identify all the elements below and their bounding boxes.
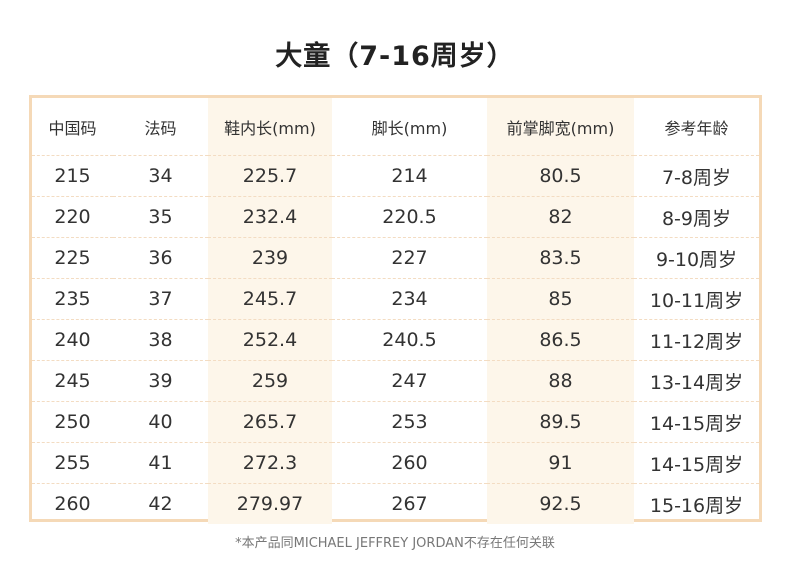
size-chart-table-frame: 中国码 法码 鞋内长(mm) 脚长(mm) 前掌脚宽(mm) 参考年龄 215 … [29,95,762,524]
cell-cn-size: 245 [32,360,113,402]
table-row: 235 37 245.7 234 85 10-11周岁 [32,278,759,320]
header-eu-size: 法码 [113,98,208,156]
cell-foot-length: 227 [332,237,487,279]
cell-forefoot-width: 92.5 [487,483,634,524]
cell-insole-length: 232.4 [208,196,332,238]
cell-forefoot-width: 89.5 [487,401,634,443]
header-cn-size: 中国码 [32,98,113,156]
size-chart-table: 中国码 法码 鞋内长(mm) 脚长(mm) 前掌脚宽(mm) 参考年龄 215 … [32,98,759,524]
cell-forefoot-width: 83.5 [487,237,634,279]
cell-insole-length: 245.7 [208,278,332,320]
cell-eu-size: 37 [113,278,208,320]
table-row: 250 40 265.7 253 89.5 14-15周岁 [32,401,759,443]
table-body: 215 34 225.7 214 80.5 7-8周岁 220 35 232.4… [32,155,759,524]
cell-eu-size: 35 [113,196,208,238]
cell-cn-size: 240 [32,319,113,361]
cell-forefoot-width: 80.5 [487,155,634,197]
cell-foot-length: 253 [332,401,487,443]
page-title: 大童（7-16周岁） [275,41,515,72]
table-row: 215 34 225.7 214 80.5 7-8周岁 [32,155,759,197]
cell-forefoot-width: 88 [487,360,634,402]
cell-insole-length: 265.7 [208,401,332,443]
header-foot-length: 脚长(mm) [332,98,487,156]
cell-foot-length: 240.5 [332,319,487,361]
table-row: 255 41 272.3 260 91 14-15周岁 [32,442,759,484]
disclaimer-footnote: *本产品同MICHAEL JEFFREY JORDAN不存在任何关联 [235,536,555,551]
table-header-row: 中国码 法码 鞋内长(mm) 脚长(mm) 前掌脚宽(mm) 参考年龄 [32,98,759,156]
cell-reference-age: 14-15周岁 [634,442,759,484]
cell-reference-age: 8-9周岁 [634,196,759,238]
cell-reference-age: 9-10周岁 [634,237,759,279]
cell-foot-length: 260 [332,442,487,484]
table-row: 225 36 239 227 83.5 9-10周岁 [32,237,759,279]
cell-eu-size: 42 [148,493,173,515]
cell-reference-age: 15-16周岁 [649,494,744,517]
cell-forefoot-width: 91 [487,442,634,484]
cell-reference-age: 14-15周岁 [634,401,759,443]
cell-insole-length: 272.3 [208,442,332,484]
cell-insole-length: 279.97 [208,483,332,524]
cell-foot-length: 247 [332,360,487,402]
cell-forefoot-width: 82 [487,196,634,238]
cell-cn-size: 220 [32,196,113,238]
cell-eu-size: 41 [113,442,208,484]
cell-cn-size: 235 [32,278,113,320]
table-row: 245 39 259 247 88 13-14周岁 [32,360,759,402]
cell-reference-age: 11-12周岁 [634,319,759,361]
cell-cn-size: 225 [32,237,113,279]
cell-forefoot-width: 85 [487,278,634,320]
cell-eu-size: 38 [113,319,208,361]
header-insole-length: 鞋内长(mm) [208,98,332,156]
cell-eu-size: 39 [113,360,208,402]
cell-insole-length: 225.7 [208,155,332,197]
cell-eu-size: 36 [113,237,208,279]
cell-foot-length: 267 [391,493,428,515]
table-row: 220 35 232.4 220.5 82 8-9周岁 [32,196,759,238]
header-forefoot-width: 前掌脚宽(mm) [487,98,634,156]
cell-eu-size: 40 [113,401,208,443]
cell-eu-size: 34 [113,155,208,197]
header-reference-age: 参考年龄 [634,98,759,156]
cell-foot-length: 214 [332,155,487,197]
cell-foot-length: 234 [332,278,487,320]
cell-reference-age: 13-14周岁 [634,360,759,402]
cell-insole-length: 239 [208,237,332,279]
cell-insole-length: 252.4 [208,319,332,361]
cell-cn-size: 260 [54,493,91,515]
cell-reference-age: 10-11周岁 [634,278,759,320]
table-row: 240 38 252.4 240.5 86.5 11-12周岁 [32,319,759,361]
cell-insole-length: 259 [208,360,332,402]
cell-cn-size: 250 [32,401,113,443]
cell-cn-size: 215 [32,155,113,197]
cell-reference-age: 7-8周岁 [634,155,759,197]
cell-foot-length: 220.5 [332,196,487,238]
cell-forefoot-width: 86.5 [487,319,634,361]
cell-cn-size: 255 [32,442,113,484]
table-row: 260 42 279.97 267 92.5 15-16周岁 [32,483,759,524]
